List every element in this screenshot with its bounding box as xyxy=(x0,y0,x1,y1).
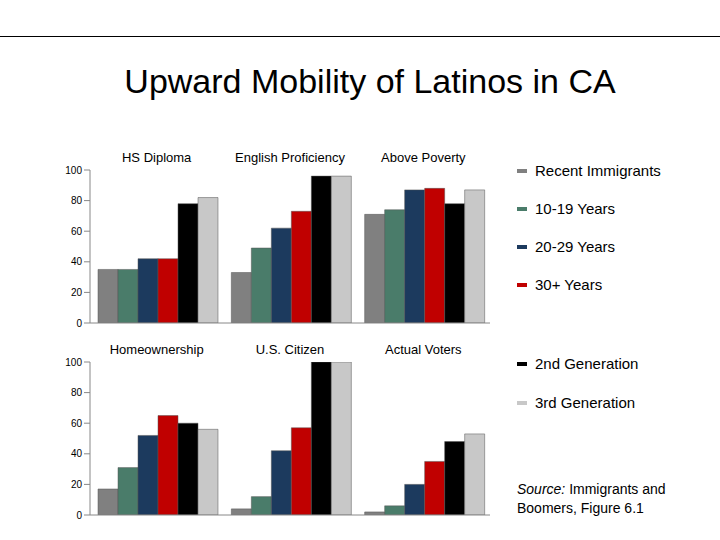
svg-text:English Proficiency: English Proficiency xyxy=(235,150,345,165)
html-text:20-29 Years: 20-29 Years xyxy=(535,238,616,255)
svg-text:80: 80 xyxy=(71,387,83,398)
html-text:30+ Years: 30+ Years xyxy=(535,276,603,293)
svg-text:U.S. Citizen: U.S. Citizen xyxy=(256,342,325,357)
svg-text:60: 60 xyxy=(71,226,83,237)
svg-text:0: 0 xyxy=(76,510,82,520)
html-text:Source: Immigrants and Boomers: Source: Immigrants and Boomers, Figure 6… xyxy=(517,481,666,516)
svg-text:Homeownership: Homeownership xyxy=(110,342,204,357)
svg-text:Above Poverty: Above Poverty xyxy=(381,150,466,165)
svg-text:20: 20 xyxy=(71,287,83,298)
html-text:2nd Generation: 2nd Generation xyxy=(535,355,639,372)
svg-text:60: 60 xyxy=(71,418,83,429)
svg-text:100: 100 xyxy=(65,165,82,176)
svg-text:Actual Voters: Actual Voters xyxy=(385,342,462,357)
svg-text:20: 20 xyxy=(71,479,83,490)
html-text:10-19 Years: 10-19 Years xyxy=(535,200,616,217)
svg-text:40: 40 xyxy=(71,448,83,459)
svg-text:80: 80 xyxy=(71,195,83,206)
html-text:Recent Immigrants: Recent Immigrants xyxy=(535,162,661,179)
svg-text:0: 0 xyxy=(76,318,82,328)
svg-text:40: 40 xyxy=(71,256,83,267)
html-text:Upward Mobility of Latinos in: Upward Mobility of Latinos in CA xyxy=(124,62,616,100)
svg-text:100: 100 xyxy=(65,357,82,368)
svg-text:HS Diploma: HS Diploma xyxy=(122,150,192,165)
html-text:3rd Generation: 3rd Generation xyxy=(535,394,636,411)
